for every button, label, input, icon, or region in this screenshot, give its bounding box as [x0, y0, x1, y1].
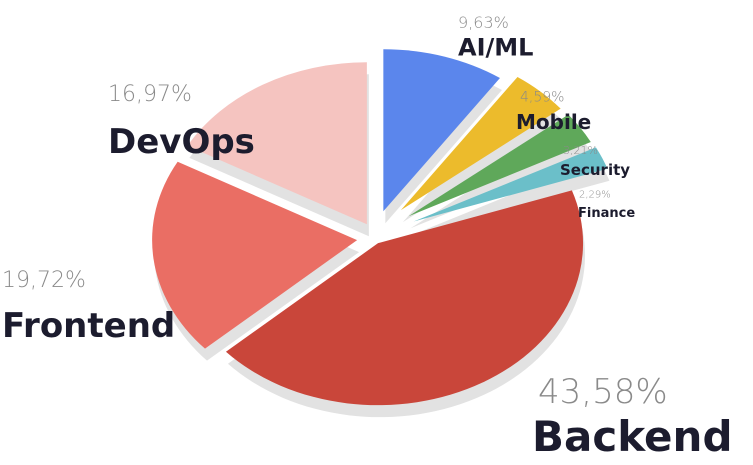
slice [187, 62, 367, 225]
slice [400, 76, 561, 211]
slice-label: Frontend [2, 306, 175, 346]
label-layer: 9,63% AI/ML 4,59% Mobile 3,21% Security 2,29% F… [2, 13, 733, 461]
value-label: 16,97% [108, 82, 192, 107]
slice [408, 114, 591, 217]
value-label: 4,59% [520, 90, 564, 106]
slice-layer [152, 49, 608, 406]
slice-label: Backend [532, 412, 733, 461]
value-label: 9,63% [458, 13, 509, 32]
slice-label: Mobile [516, 110, 591, 134]
slice-label: Finance [578, 206, 635, 221]
slice [413, 147, 608, 222]
slice-label: Security [560, 161, 630, 179]
value-label: 3,21% [563, 144, 598, 157]
slice-label: AI/ML [458, 34, 533, 62]
slice [152, 161, 358, 349]
slice [225, 190, 584, 406]
value-label: 43,58% [538, 372, 668, 412]
value-label: 19,72% [2, 268, 86, 293]
slice [383, 49, 500, 212]
value-label: 2,29% [579, 189, 611, 200]
slice-label: DevOps [108, 122, 255, 162]
